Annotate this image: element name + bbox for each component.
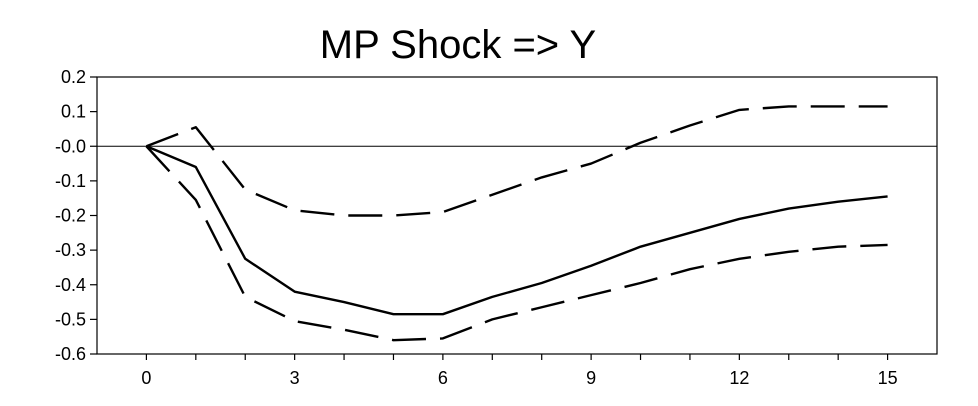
y-tick-label: 0.2 [61,67,86,87]
chart-axes: 0.2 0.1 -0.0 -0.1 -0.2 -0.3 -0.4 -0.5 -0.6 0 3 6 9 12… [55,67,937,388]
chart-series [145,105,888,342]
x-tick-label: 9 [586,368,596,388]
y-tick-label: -0.1 [55,171,86,191]
y-tick-label: -0.4 [55,275,86,295]
chart-title: MP Shock => Y [320,23,596,67]
x-tick-label: 3 [290,368,300,388]
confidence-band-line-2 [145,145,888,342]
x-tick-label: 12 [729,368,749,388]
response-line-0 [145,145,888,316]
x-tick-label: 15 [878,368,898,388]
confidence-band-line-1 [145,105,888,217]
x-tick-label: 6 [438,368,448,388]
y-tick-label: 0.1 [61,102,86,122]
y-tick-label: -0.5 [55,309,86,329]
y-tick-label: -0.0 [55,136,86,156]
x-tick-label: 0 [141,368,151,388]
plot-frame [96,76,938,355]
y-tick-label: -0.2 [55,206,86,226]
y-tick-label: -0.3 [55,240,86,260]
y-tick-label: -0.6 [55,344,86,364]
